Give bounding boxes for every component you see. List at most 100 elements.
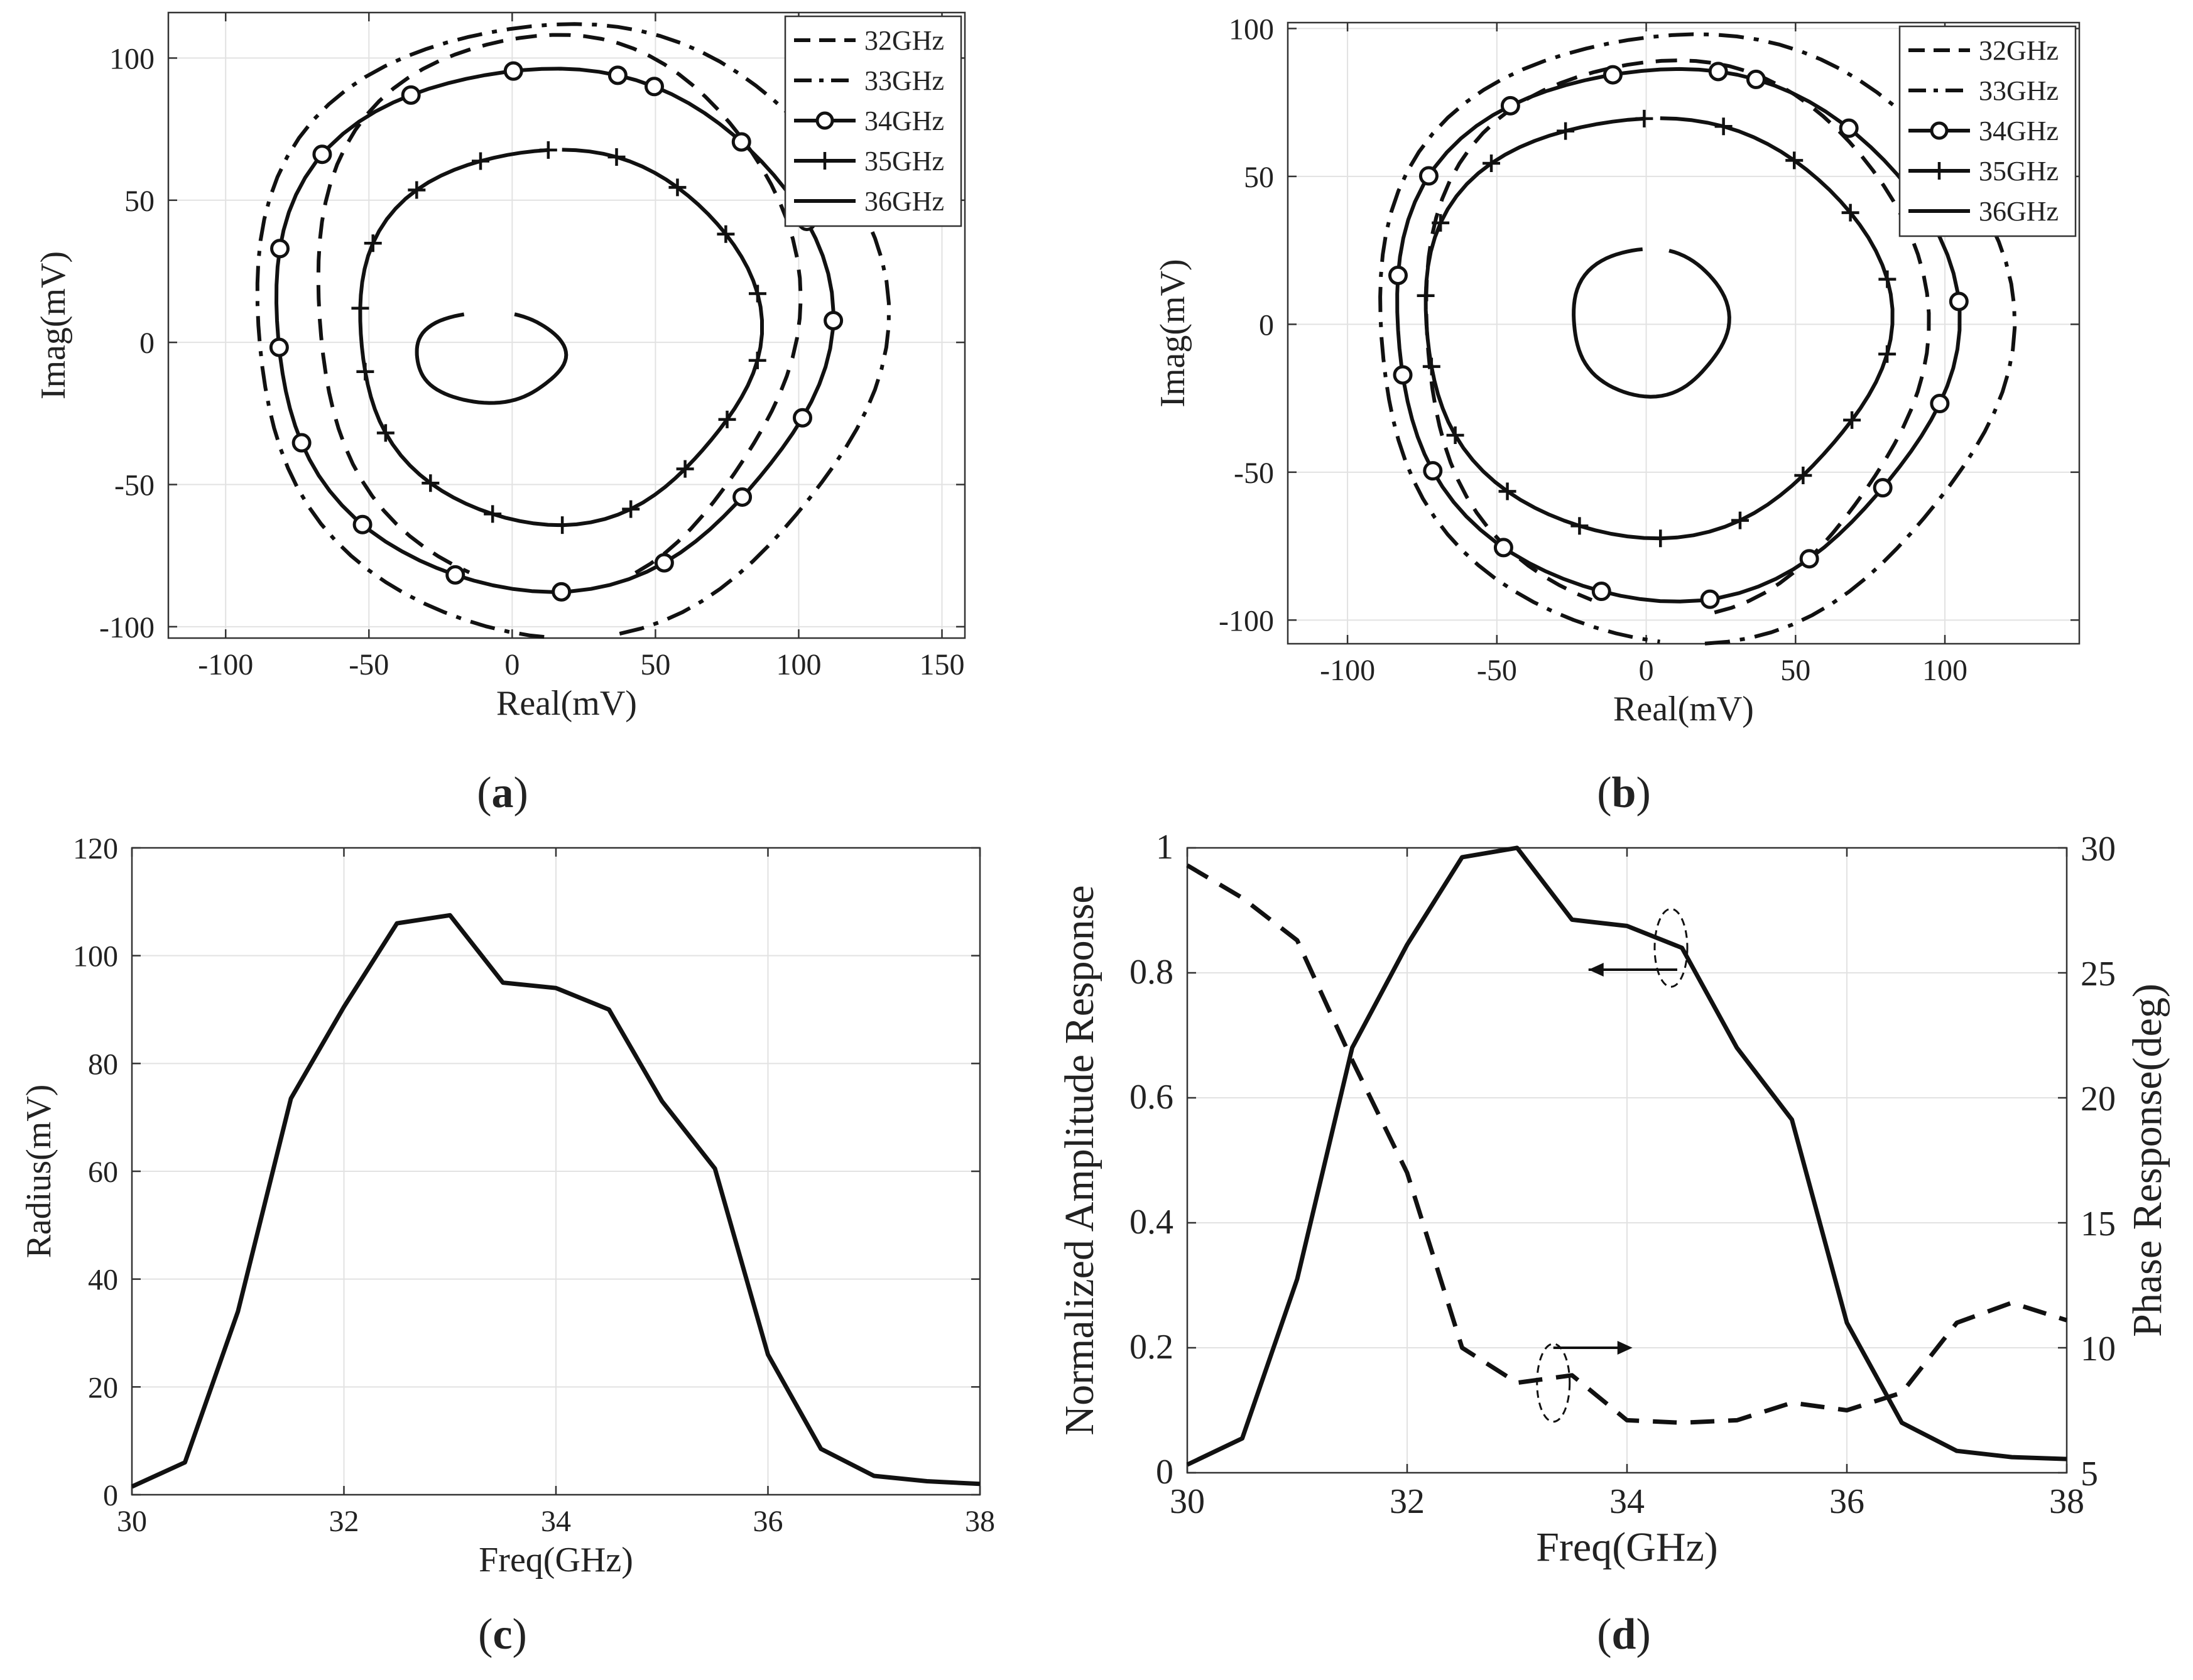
- y-tick-label-d: 0: [1156, 1453, 1173, 1492]
- x-axis-label-a: Real(mV): [496, 684, 637, 723]
- marker-plus-b: [1422, 357, 1440, 376]
- marker-circle-a: [824, 310, 844, 330]
- legend-label-b: 34GHz: [1979, 116, 2059, 146]
- y2-tick-label-d: 30: [2081, 830, 2116, 869]
- marker-plus-b: [1731, 511, 1749, 529]
- series-phase-d: [1186, 863, 2068, 1425]
- y2-tick-label-d: 5: [2081, 1455, 2098, 1493]
- caption-d: (d): [1597, 1610, 1651, 1659]
- y-tick-label-b: -50: [1234, 457, 1274, 490]
- x-tick-label-b: -100: [1320, 654, 1375, 687]
- marker-plus-b: [1785, 151, 1804, 170]
- marker-circle-a: [269, 337, 289, 357]
- x-tick-label-b: 0: [1639, 654, 1654, 687]
- marker-plus-b: [1843, 411, 1861, 429]
- marker-circle-b: [1388, 265, 1408, 285]
- series-36GHz-a: [415, 312, 569, 405]
- y-axis-label-b: Imag(mV): [1153, 259, 1192, 407]
- x-tick-label-a: 150: [920, 648, 965, 681]
- y-tick-label-b: 100: [1229, 13, 1274, 46]
- x-tick-label-d: 38: [2049, 1482, 2084, 1521]
- axes-frame-b: [1287, 21, 2081, 645]
- marker-plus-b: [1714, 117, 1733, 136]
- marker-plus-a: [748, 285, 766, 303]
- y-tick-label-a: 0: [139, 327, 155, 360]
- y2-tick-label-d: 15: [2081, 1205, 2116, 1244]
- marker-circle-a: [792, 408, 812, 428]
- y-tick-label-b: 0: [1259, 308, 1274, 342]
- marker-plus-b: [1417, 286, 1435, 305]
- x-tick-label-a: 100: [776, 648, 821, 681]
- x-tick-label-b: 50: [1780, 654, 1810, 687]
- marker-plus-b: [1794, 466, 1812, 484]
- marker-circle-a: [645, 77, 665, 97]
- marker-circle-a: [607, 65, 628, 85]
- marker-circle-b: [1418, 166, 1439, 186]
- legend-marker-a: [815, 111, 834, 130]
- marker-plus-b: [1498, 482, 1516, 501]
- marker-plus-a: [364, 234, 382, 252]
- marker-circle-b: [1500, 95, 1520, 116]
- marker-circle-a: [312, 144, 332, 165]
- marker-plus-a: [553, 516, 572, 534]
- legend-marker-b: [1930, 162, 1948, 180]
- x-tick-label-d: 30: [1170, 1482, 1205, 1521]
- marker-plus-a: [668, 178, 687, 197]
- legend-label-a: 35GHz: [864, 146, 944, 176]
- marker-circle-a: [731, 132, 751, 152]
- marker-circle-a: [654, 553, 674, 573]
- marker-circle-a: [503, 61, 523, 81]
- y-tick-label-c: 100: [73, 940, 118, 973]
- marker-plus-a: [718, 410, 736, 428]
- x-tick-label-c: 32: [329, 1505, 359, 1538]
- axes-frame-a: [167, 11, 966, 639]
- legend-label-b: 32GHz: [1979, 35, 2059, 66]
- marker-plus-a: [676, 460, 694, 478]
- marker-plus-a: [422, 474, 440, 492]
- marker-plus-a: [376, 424, 395, 442]
- marker-circle-b: [1746, 69, 1766, 89]
- y-tick-label-c: 40: [88, 1264, 118, 1297]
- x-tick-label-a: 50: [640, 648, 670, 681]
- y-axis-label-d: Normalized Amplitude Response: [1057, 885, 1102, 1435]
- y2-axis-label-d: Phase Response(deg): [2125, 984, 2170, 1337]
- series-36GHz-b: [1572, 247, 1731, 399]
- y-tick-label-a: 100: [109, 42, 155, 75]
- x-tick-label-a: 0: [504, 648, 520, 681]
- y2-tick-label-d: 25: [2081, 955, 2116, 994]
- x-tick-label-d: 32: [1390, 1482, 1425, 1521]
- marker-circle-b: [1423, 461, 1443, 481]
- x-tick-label-a: -50: [349, 648, 389, 681]
- marker-plus-b: [1652, 529, 1670, 548]
- marker-circle-a: [352, 514, 373, 534]
- y-axis-label-c: Radius(mV): [19, 1085, 58, 1259]
- legend-label-b: 36GHz: [1979, 196, 2059, 227]
- marker-circle-a: [291, 433, 312, 453]
- marker-circle-a: [552, 582, 572, 602]
- series-32GHz-a: [316, 33, 803, 575]
- legend-marker-a: [816, 152, 834, 170]
- marker-circle-a: [445, 565, 465, 585]
- legend-label-b: 35GHz: [1979, 156, 2059, 187]
- marker-circle-a: [732, 487, 753, 507]
- x-tick-label-c: 38: [965, 1505, 995, 1538]
- marker-plus-a: [717, 225, 735, 243]
- y-tick-label-d: 1: [1156, 828, 1173, 867]
- y-tick-label-c: 120: [73, 832, 118, 865]
- y2-tick-label-d: 10: [2081, 1330, 2116, 1368]
- marker-plus-b: [1557, 122, 1575, 140]
- y-tick-label-c: 20: [88, 1371, 118, 1404]
- marker-circle-b: [1591, 582, 1611, 602]
- marker-plus-b: [1432, 214, 1450, 232]
- y-tick-label-b: -100: [1219, 604, 1274, 637]
- x-tick-label-d: 36: [1829, 1482, 1864, 1521]
- caption-c: (c): [478, 1610, 527, 1659]
- annotation-arrowhead-phase: [1617, 1341, 1633, 1355]
- x-axis-label-c: Freq(GHz): [479, 1541, 633, 1580]
- x-axis-label-d: Freq(GHz): [1536, 1524, 1718, 1570]
- x-tick-label-c: 34: [541, 1505, 571, 1538]
- marker-circle-a: [270, 239, 290, 259]
- marker-circle-b: [1873, 478, 1893, 498]
